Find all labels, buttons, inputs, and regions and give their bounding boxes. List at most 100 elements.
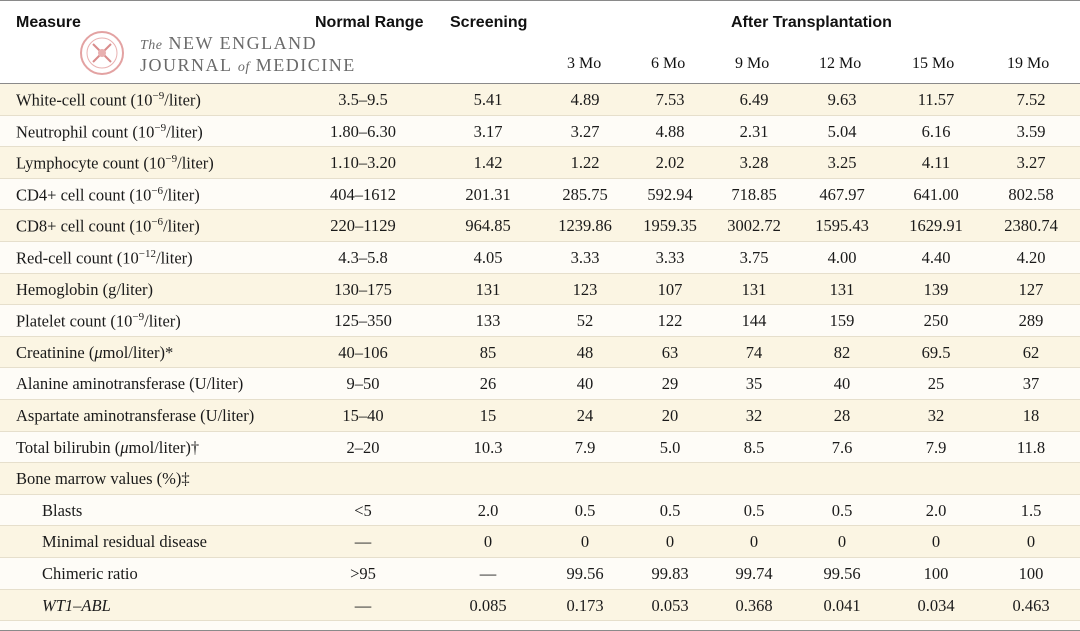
- table-row: Total bilirubin (μmol/liter)† 2–20 10.3 7.9…: [0, 431, 1080, 464]
- row-label-text: Blasts: [42, 500, 83, 520]
- row-label-text: Bone marrow values (%)‡: [16, 469, 190, 489]
- table-body: White-cell count (10−9/liter) 3.5–9.5 5.41…: [0, 84, 1080, 622]
- cell-normal-range: 404–1612: [330, 184, 396, 204]
- row-label-text: Chimeric ratio: [42, 563, 138, 583]
- cell-month-value: 144: [741, 311, 767, 331]
- cell-month-value: 0.5: [574, 500, 596, 520]
- cell-month-value: 592.94: [647, 184, 693, 204]
- cell-normal-range: —: [354, 532, 372, 552]
- cell-month-value: 0.173: [566, 595, 604, 615]
- cell-screening: 131: [475, 279, 501, 299]
- cell-month-value: 37: [1022, 374, 1040, 394]
- cell-month-value: 4.89: [570, 90, 600, 109]
- cell-month-value: 159: [829, 311, 855, 331]
- cell-month-value: 3.33: [570, 247, 600, 267]
- row-label-unit: /liter): [163, 185, 200, 205]
- nejm-seal-icon: [80, 31, 124, 75]
- cell-month-value: 641.00: [913, 184, 959, 204]
- header-month-15: 15 Mo: [912, 55, 955, 72]
- cell-month-value: 52: [576, 311, 594, 331]
- cell-month-value: 122: [657, 311, 683, 331]
- cell-month-value: 0.368: [735, 595, 773, 615]
- cell-month-value: 40: [576, 374, 594, 394]
- cell-screening: 0.085: [469, 595, 507, 615]
- cell-month-value: 467.97: [819, 184, 865, 204]
- cell-month-value: 0.041: [823, 595, 861, 615]
- cell-month-value: 123: [572, 279, 598, 299]
- cell-month-value: 289: [1018, 311, 1044, 331]
- row-label: WT1–ABL: [42, 596, 111, 616]
- cell-month-value: 74: [745, 342, 763, 362]
- cell-screening: 1.42: [473, 153, 503, 173]
- cell-month-value: 82: [833, 342, 851, 362]
- row-label-unit: /liter): [166, 122, 203, 142]
- row-label-unit: /liter): [177, 153, 214, 173]
- cell-month-value: 285.75: [562, 184, 608, 204]
- row-label: Hemoglobin (g/liter): [16, 280, 153, 300]
- cell-month-value: 18: [1022, 405, 1040, 425]
- cell-month-value: 28: [833, 405, 851, 425]
- row-label-exponent: −12: [138, 247, 157, 260]
- journal-watermark-line1: The NEW ENGLAND: [140, 33, 318, 53]
- row-label-unit: mol/liter)*: [102, 342, 174, 362]
- table-row: Blasts <5 2.0 0.5 0.5 0.5 0.5 2.0 1.5: [0, 494, 1080, 527]
- cell-screening: 85: [479, 342, 497, 362]
- cell-normal-range: 1.10–3.20: [330, 153, 396, 173]
- cell-month-value: 11.57: [917, 90, 955, 109]
- cell-month-value: 63: [661, 342, 679, 362]
- row-label-exponent: −6: [151, 184, 164, 197]
- cell-month-value: 99.74: [735, 563, 773, 583]
- cell-month-value: 9.63: [827, 90, 857, 109]
- cell-screening: 964.85: [465, 216, 511, 236]
- row-label-unit: /liter): [144, 311, 181, 331]
- header-after-transplantation: After Transplantation: [731, 14, 892, 31]
- cell-month-value: 3.28: [739, 153, 769, 173]
- row-label: Platelet count (10−9/liter): [16, 311, 181, 332]
- row-label-text: Creatinine (: [16, 342, 95, 362]
- row-label-unit: /liter): [156, 248, 193, 268]
- cell-month-value: 0.053: [651, 595, 689, 615]
- cell-month-value: 29: [661, 374, 679, 394]
- row-label: CD8+ cell count (10−6/liter): [16, 216, 200, 237]
- cell-month-value: 0.463: [1012, 595, 1050, 615]
- header-month-3: 3 Mo: [567, 55, 602, 72]
- cell-month-value: 1629.91: [909, 216, 963, 236]
- cell-month-value: 0.5: [831, 500, 853, 520]
- cell-month-value: 7.52: [1016, 90, 1046, 109]
- row-label: Minimal residual disease: [42, 532, 207, 552]
- header-month-9: 9 Mo: [735, 55, 770, 72]
- row-label: Neutrophil count (10−9/liter): [16, 122, 203, 143]
- row-label: CD4+ cell count (10−6/liter): [16, 185, 200, 206]
- cell-month-value: 20: [661, 405, 679, 425]
- table-row: Creatinine (μmol/liter)* 40–106 85 48 63 74 82…: [0, 336, 1080, 369]
- header-month-6: 6 Mo: [651, 55, 686, 72]
- row-label-exponent: −9: [152, 90, 165, 102]
- row-label: Alanine aminotransferase (U/liter): [16, 374, 243, 394]
- cell-month-value: 0: [665, 532, 675, 552]
- cell-month-value: 0: [749, 532, 759, 552]
- row-label-text: Platelet count (10: [16, 311, 133, 331]
- cell-month-value: 3.33: [655, 247, 685, 267]
- row-label-text: CD8+ cell count (10: [16, 216, 152, 236]
- cell-month-value: 3.25: [827, 153, 857, 173]
- cell-month-value: 4.11: [921, 153, 951, 173]
- cell-month-value: 1595.43: [815, 216, 869, 236]
- row-label: Creatinine (μmol/liter)*: [16, 343, 173, 363]
- row-label: Blasts: [42, 501, 82, 521]
- row-label-text: Red-cell count (10: [16, 248, 139, 268]
- cell-month-value: 0.034: [917, 595, 955, 615]
- cell-month-value: 69.5: [921, 342, 951, 362]
- table-row: Chimeric ratio >95 — 99.56 99.83 99.74 99.56 10…: [0, 557, 1080, 590]
- row-label-text: White-cell count (10: [16, 90, 153, 110]
- header-screening: Screening: [450, 14, 528, 31]
- cell-screening: 133: [475, 311, 501, 331]
- cell-month-value: 7.9: [925, 437, 947, 457]
- header-month-19: 19 Mo: [1007, 55, 1050, 72]
- cell-month-value: 35: [745, 374, 763, 394]
- cell-normal-range: 3.5–9.5: [338, 90, 388, 109]
- cell-month-value: 0.5: [659, 500, 681, 520]
- header-measure: Measure: [16, 14, 81, 31]
- cell-month-value: 24: [576, 405, 594, 425]
- cell-month-value: 32: [927, 405, 945, 425]
- cell-month-value: 0: [580, 532, 590, 552]
